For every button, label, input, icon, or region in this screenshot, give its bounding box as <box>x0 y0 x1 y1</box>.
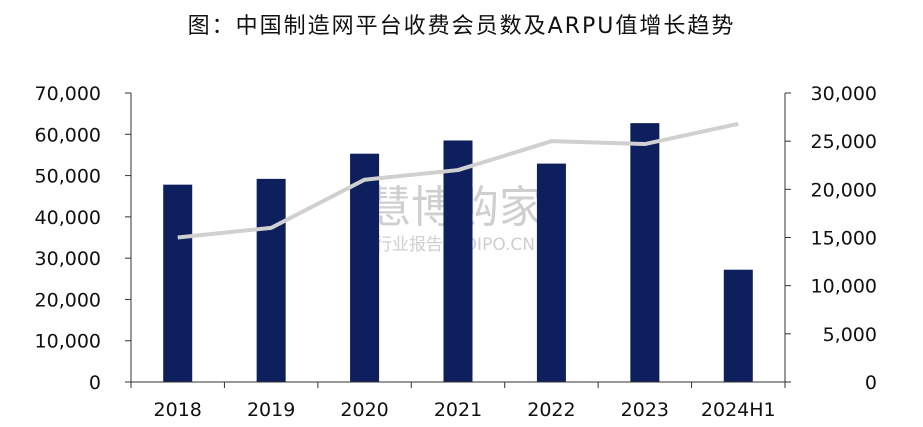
right-tick-label: 20,000 <box>811 179 877 201</box>
x-category-label: 2021 <box>434 399 482 421</box>
chart-title: 图：中国制造网平台收费会员数及ARPU值增长趋势 <box>187 14 736 39</box>
right-tick-label: 0 <box>865 372 877 394</box>
left-tick-label: 40,000 <box>35 207 101 229</box>
left-tick-label: 0 <box>89 372 101 394</box>
right-tick-label: 15,000 <box>811 228 877 250</box>
bar <box>350 153 380 382</box>
x-category-label: 2018 <box>154 399 202 421</box>
bar <box>536 163 566 382</box>
bar <box>443 140 473 382</box>
right-tick-label: 25,000 <box>811 131 877 153</box>
left-axis-ticks: 0 10,000 20,000 30,000 40,000 50,000 60,000 70,… <box>35 83 131 394</box>
x-category-label: 2019 <box>247 399 295 421</box>
right-tick-label: 30,000 <box>811 83 877 105</box>
left-tick-label: 10,000 <box>35 331 101 353</box>
left-tick-label: 70,000 <box>35 83 101 105</box>
left-tick-label: 60,000 <box>35 124 101 146</box>
x-category-label: 2020 <box>340 399 388 421</box>
x-category-label: 2022 <box>527 399 575 421</box>
right-axis-ticks: 0 5,000 10,000 15,000 20,000 25,000 30,000 <box>785 83 877 394</box>
left-tick-label: 30,000 <box>35 248 101 270</box>
bar <box>163 184 193 382</box>
bar <box>723 269 753 382</box>
bar-series <box>163 123 753 382</box>
left-tick-label: 20,000 <box>35 289 101 311</box>
bar <box>630 123 660 382</box>
left-tick-label: 50,000 <box>35 166 101 188</box>
x-category-label: 2024H1 <box>701 399 776 421</box>
x-category-label: 2023 <box>621 399 669 421</box>
arpu-line <box>177 121 739 240</box>
right-tick-label: 10,000 <box>811 276 877 298</box>
line-series <box>177 121 739 240</box>
bar <box>256 178 286 382</box>
right-tick-label: 5,000 <box>823 324 877 346</box>
x-axis-categories: 2018 2019 2020 2021 2022 2023 2024H1 <box>130 382 786 421</box>
